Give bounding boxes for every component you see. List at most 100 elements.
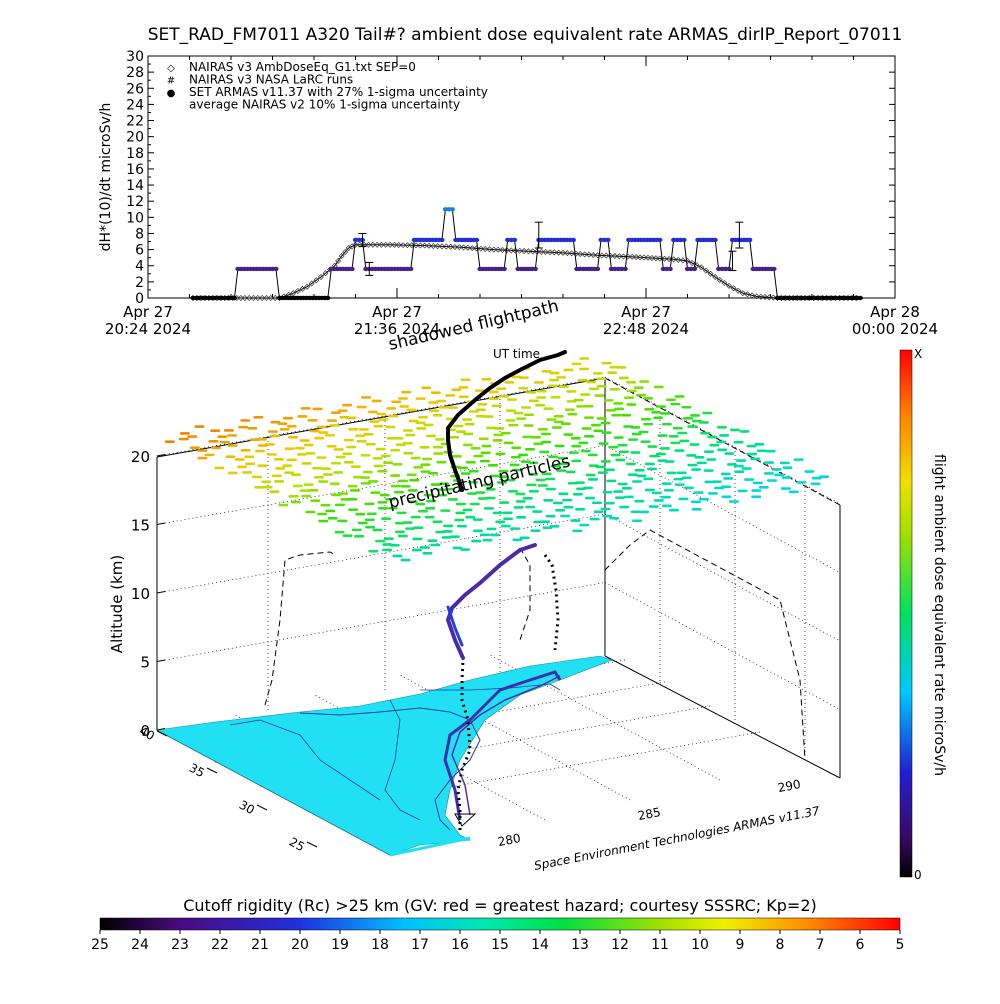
data-point — [449, 207, 455, 212]
particle-dash — [674, 395, 685, 398]
particle-dash — [556, 469, 567, 472]
particle-dash — [348, 508, 359, 512]
particle-dash — [479, 459, 490, 463]
particle-dash — [602, 490, 613, 494]
particle-dash — [299, 489, 310, 492]
particle-dash — [290, 500, 301, 504]
particle-dash — [552, 501, 563, 505]
particle-dash — [357, 521, 368, 525]
particle-dash — [630, 510, 641, 514]
particle-dash — [572, 493, 583, 496]
particle-dash — [257, 464, 268, 467]
particle-dash — [563, 505, 574, 509]
y-tick-label: 0 — [135, 291, 144, 307]
particle-dash — [626, 403, 637, 406]
data-point-diamond — [237, 295, 244, 301]
particle-dash — [594, 394, 605, 397]
particle-dash — [540, 520, 551, 523]
particle-dash — [661, 422, 672, 426]
data-point-diamond — [246, 295, 253, 301]
particle-dash — [360, 482, 371, 485]
particle-dash — [396, 511, 407, 515]
particle-dash — [428, 401, 439, 404]
particle-dash — [587, 478, 598, 481]
data-point — [771, 266, 777, 272]
y-tick-label: 8 — [135, 226, 144, 242]
particle-dash — [771, 468, 782, 471]
rigidity-tick-label: 9 — [736, 937, 745, 953]
longitude-axis: 280 285 290 — [497, 777, 802, 849]
particle-dash — [647, 467, 658, 471]
particle-dash — [436, 460, 447, 464]
particle-dash — [427, 539, 438, 542]
particle-dash — [273, 457, 284, 461]
particle-dash — [178, 437, 189, 441]
data-point-diamond — [447, 243, 454, 250]
particle-dash — [428, 409, 439, 413]
particle-dash — [585, 473, 596, 477]
particle-dash — [308, 489, 319, 492]
lat-tick-label: 30 — [237, 798, 257, 818]
legend-label: NAIRAS v3 AmbDoseEq_G1.txt SEP=0 — [189, 60, 416, 74]
particle-dash — [550, 395, 561, 399]
particle-dash — [465, 515, 476, 519]
particle-dash — [475, 414, 486, 418]
particle-dash — [536, 389, 547, 393]
particle-dash — [555, 508, 566, 512]
particle-dash — [458, 395, 469, 399]
particle-dash — [482, 538, 493, 542]
particle-dash — [164, 440, 175, 443]
data-point-diamond — [378, 241, 385, 248]
particle-dash — [782, 466, 793, 470]
particle-dash — [219, 440, 230, 444]
particle-dash — [262, 485, 273, 489]
particle-dash — [508, 423, 519, 427]
data-point-diamond — [374, 241, 381, 248]
data-point — [657, 237, 663, 243]
particle-dash — [407, 489, 418, 492]
y-tick-label: 6 — [135, 243, 144, 259]
data-point-diamond — [633, 254, 640, 261]
particle-dash — [644, 408, 655, 411]
particle-dash — [405, 527, 416, 530]
grid-line-z — [604, 582, 841, 710]
particle-dash — [518, 386, 529, 390]
particle-dash — [292, 484, 303, 488]
y-tick-label: 18 — [126, 146, 144, 162]
particle-dash — [510, 455, 521, 459]
particle-dash — [504, 381, 515, 384]
particle-dash — [350, 465, 361, 468]
particle-dash — [238, 425, 249, 429]
particle-dash — [247, 427, 258, 430]
particle-dash — [663, 489, 674, 492]
data-point-diamond — [267, 295, 274, 301]
particle-dash — [633, 386, 644, 389]
particle-dash — [377, 501, 388, 504]
particle-dash — [690, 414, 701, 417]
particle-dash — [741, 467, 752, 470]
latitude-axis: 40 35 30 25 — [137, 724, 318, 854]
particle-dash — [636, 474, 647, 478]
particle-dash — [532, 510, 543, 513]
particle-dash — [560, 422, 571, 426]
particle-dash — [537, 428, 548, 431]
particle-dash — [392, 554, 403, 558]
particle-dash — [575, 507, 586, 511]
data-point — [747, 237, 753, 243]
particle-dash — [210, 429, 221, 432]
data-point-diamond — [421, 242, 428, 249]
particle-dash — [648, 505, 659, 508]
particle-dash — [471, 539, 482, 543]
legend: ◇ NAIRAS v3 AmbDoseEq_G1.txt SEP=0 # NAIRAS… — [167, 60, 488, 112]
particle-dash — [305, 452, 316, 455]
particle-dash — [673, 477, 684, 481]
particle-dash — [330, 461, 341, 465]
particle-dash — [615, 458, 626, 462]
particle-dash — [706, 458, 717, 461]
particle-dash — [489, 533, 500, 537]
rigidity-colorbar-ticks: 25 24 23 22 21 20 19 18 17 16 15 14 13 12 11 10 9 8 7 6 5 — [91, 930, 904, 953]
particle-dash — [535, 478, 546, 482]
particle-dash — [750, 457, 761, 461]
data-point-diamond — [382, 241, 389, 248]
data-point-diamond — [652, 255, 659, 262]
